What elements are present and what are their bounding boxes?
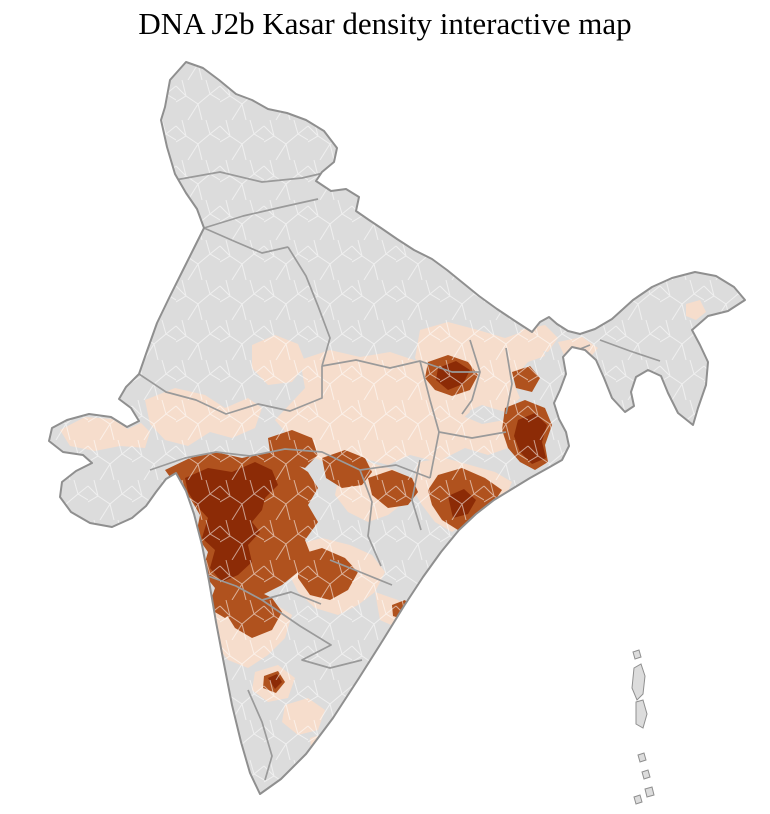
state-border bbox=[359, 469, 382, 567]
state-border bbox=[138, 366, 323, 415]
state-border bbox=[287, 246, 331, 367]
andaman-island bbox=[633, 794, 643, 805]
state-border bbox=[461, 339, 481, 415]
state-border bbox=[203, 198, 319, 229]
andaman-island bbox=[631, 663, 646, 701]
state-border bbox=[174, 170, 333, 183]
state-border bbox=[203, 227, 289, 254]
andaman-island bbox=[635, 699, 648, 729]
state-border bbox=[429, 431, 440, 479]
state-border bbox=[438, 431, 507, 439]
andaman-island bbox=[644, 786, 655, 798]
andaman-island bbox=[641, 769, 651, 780]
state-border bbox=[149, 448, 431, 479]
andaman-island bbox=[637, 752, 647, 763]
state-border bbox=[411, 459, 422, 531]
state-border bbox=[419, 360, 440, 433]
state-border bbox=[247, 689, 273, 781]
andaman-island bbox=[632, 649, 642, 660]
state-border bbox=[505, 347, 513, 415]
state-border bbox=[261, 599, 363, 669]
state-border bbox=[599, 339, 661, 362]
state-border bbox=[329, 559, 393, 586]
page-title: DNA J2b Kasar density interactive map bbox=[138, 6, 632, 41]
state-border bbox=[321, 359, 480, 373]
india-outline bbox=[48, 61, 746, 795]
